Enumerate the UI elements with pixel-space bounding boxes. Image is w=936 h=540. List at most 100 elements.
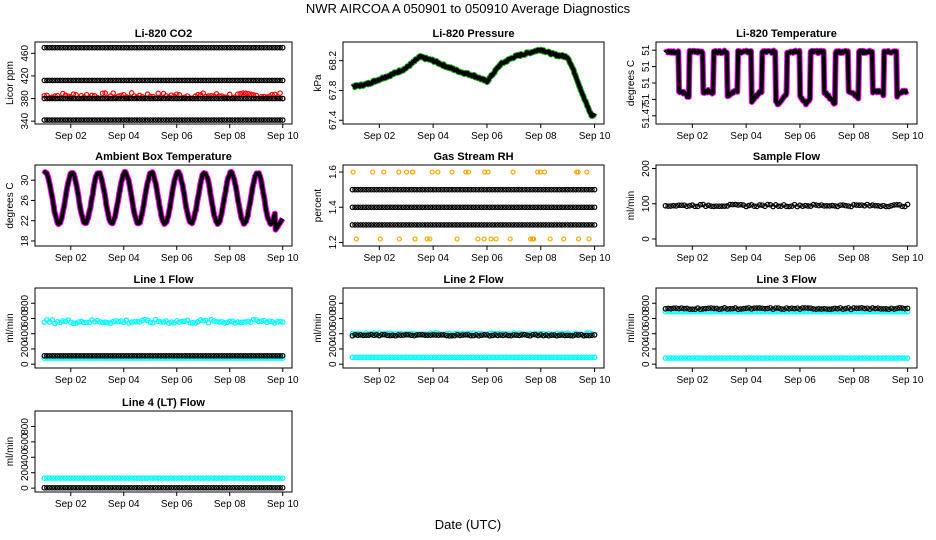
data-point bbox=[75, 117, 82, 123]
data-point bbox=[389, 204, 396, 211]
data-point bbox=[123, 484, 130, 491]
data-point bbox=[73, 353, 79, 359]
data-point bbox=[128, 77, 135, 84]
data-point bbox=[721, 203, 728, 209]
data-point bbox=[102, 353, 109, 359]
data-point bbox=[152, 95, 159, 102]
x-tick-label: Sep 04 bbox=[417, 253, 449, 264]
data-point bbox=[740, 305, 747, 312]
y-tick-label: 67.8 bbox=[328, 80, 339, 100]
data-point bbox=[49, 117, 56, 123]
data-point bbox=[105, 95, 111, 102]
data-point bbox=[492, 332, 498, 338]
data-point bbox=[168, 475, 175, 481]
data-point bbox=[494, 186, 501, 193]
data-point bbox=[797, 202, 803, 209]
data-point bbox=[232, 475, 238, 481]
data-point bbox=[783, 355, 790, 361]
data-point bbox=[554, 186, 560, 193]
data-point bbox=[60, 484, 66, 491]
y-tick-label: 400 bbox=[641, 325, 652, 342]
data-point bbox=[171, 77, 177, 84]
data-point bbox=[584, 169, 590, 175]
data-point bbox=[395, 354, 401, 361]
data-point bbox=[205, 117, 212, 123]
data-point bbox=[173, 117, 180, 123]
data-point bbox=[152, 484, 159, 491]
data-point bbox=[70, 320, 77, 326]
data-point bbox=[128, 95, 135, 102]
data-point bbox=[123, 117, 130, 123]
data-point bbox=[764, 355, 771, 361]
data-point bbox=[384, 204, 391, 211]
data-point bbox=[163, 77, 169, 84]
data-point bbox=[414, 354, 420, 361]
data-point bbox=[277, 318, 283, 325]
data-point bbox=[142, 44, 148, 51]
data-point bbox=[395, 186, 401, 193]
data-point bbox=[208, 77, 214, 84]
data-point bbox=[142, 353, 148, 359]
data-point bbox=[365, 186, 372, 193]
data-point bbox=[692, 355, 698, 361]
data-point bbox=[221, 117, 228, 123]
data-point bbox=[102, 117, 109, 123]
data-point bbox=[567, 332, 574, 339]
data-point bbox=[759, 355, 766, 361]
data-point bbox=[486, 186, 493, 193]
data-point bbox=[279, 117, 286, 123]
data-point bbox=[279, 77, 286, 84]
data-point bbox=[73, 475, 79, 481]
y-tick-label: 200 bbox=[641, 340, 652, 357]
data-point bbox=[99, 44, 106, 51]
data-point bbox=[134, 95, 140, 102]
data-point bbox=[532, 354, 539, 361]
data-point bbox=[891, 355, 897, 361]
data-point bbox=[52, 484, 58, 491]
data-point bbox=[484, 222, 490, 228]
data-point bbox=[237, 95, 244, 102]
data-point bbox=[258, 353, 265, 359]
y-tick-label: 1.4 bbox=[328, 200, 339, 214]
data-point bbox=[184, 44, 191, 51]
data-point bbox=[684, 355, 690, 361]
data-point bbox=[676, 305, 682, 312]
data-point bbox=[449, 354, 455, 361]
data-point bbox=[213, 117, 220, 123]
data-point bbox=[489, 354, 496, 361]
data-point bbox=[368, 222, 375, 228]
data-point bbox=[91, 44, 98, 51]
data-point bbox=[519, 332, 525, 338]
data-point bbox=[49, 44, 56, 51]
data-point bbox=[224, 95, 230, 102]
data-point bbox=[406, 354, 412, 361]
data-point bbox=[203, 475, 209, 481]
data-point bbox=[583, 332, 590, 339]
data-point bbox=[136, 353, 143, 359]
data-point bbox=[430, 354, 436, 361]
data-point bbox=[240, 319, 246, 325]
data-point bbox=[481, 236, 487, 242]
data-point bbox=[224, 475, 230, 481]
data-point bbox=[97, 475, 103, 481]
y-axis-label: kPa bbox=[313, 74, 324, 92]
data-point bbox=[237, 319, 244, 326]
data-point bbox=[381, 331, 388, 338]
x-tick-label: Sep 08 bbox=[214, 499, 246, 510]
data-point bbox=[371, 186, 377, 193]
data-point bbox=[519, 354, 525, 361]
data-point bbox=[360, 332, 366, 339]
data-point bbox=[527, 236, 534, 242]
data-point bbox=[807, 305, 814, 311]
data-point bbox=[821, 305, 827, 312]
data-point bbox=[354, 186, 361, 193]
data-point bbox=[229, 117, 236, 123]
data-point bbox=[237, 353, 244, 359]
data-point bbox=[443, 332, 450, 339]
data-point bbox=[115, 44, 122, 51]
data-point bbox=[513, 354, 520, 361]
data-point bbox=[670, 355, 677, 361]
